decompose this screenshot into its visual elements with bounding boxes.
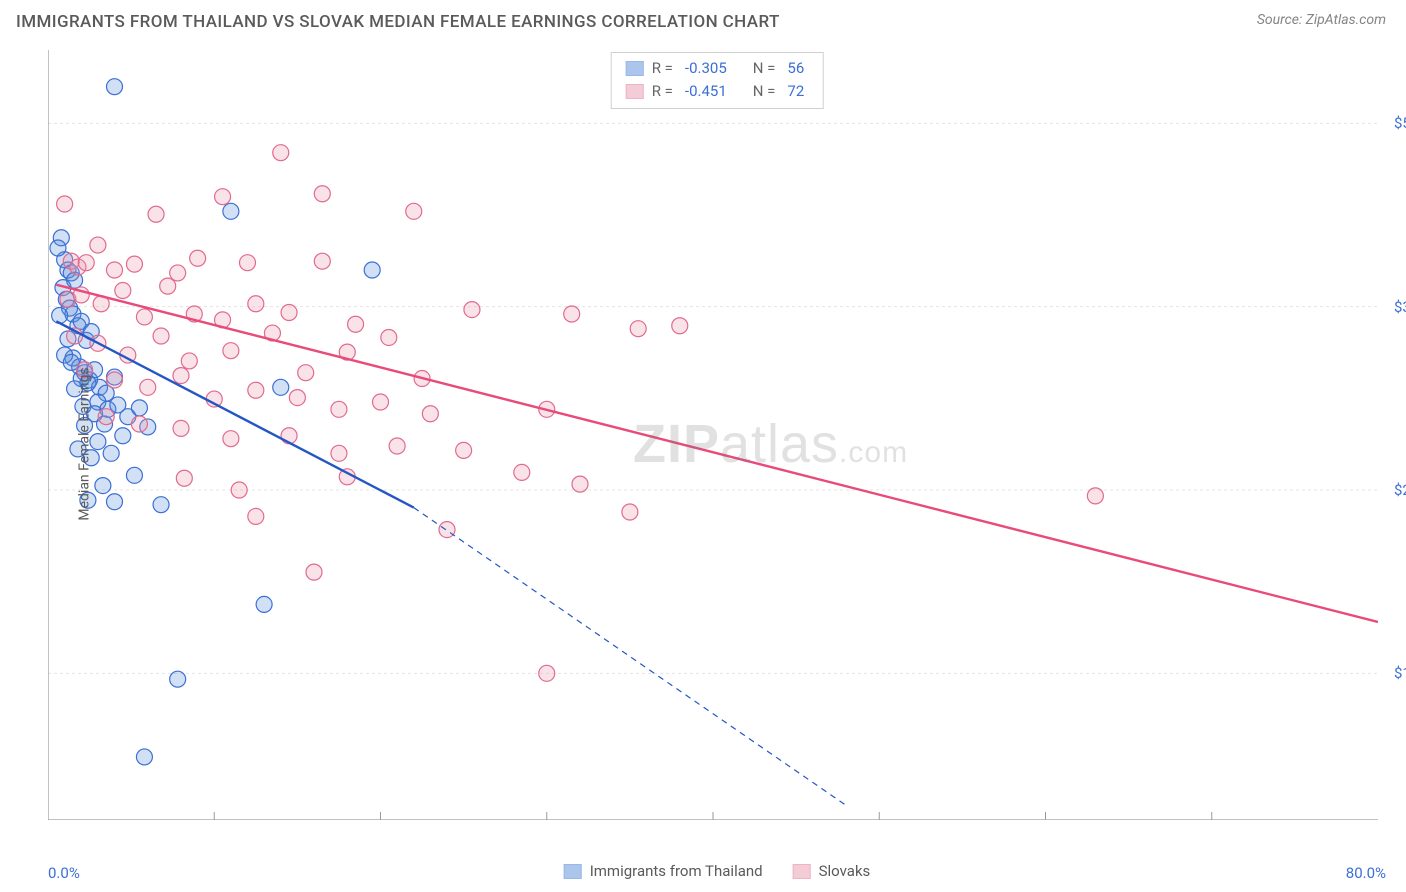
r-value: -0.451 xyxy=(685,80,727,103)
legend-swatch xyxy=(793,864,811,879)
legend-series-label: Slovaks xyxy=(819,862,871,880)
x-axis-max-label: 80.0% xyxy=(1346,864,1386,882)
legend-series-label: Immigrants from Thailand xyxy=(590,862,763,880)
y-tick-label: $50,000 xyxy=(1394,114,1406,132)
n-value: 72 xyxy=(787,80,804,103)
legend-series: Immigrants from Thailand Slovaks xyxy=(564,862,871,880)
r-label: R = xyxy=(652,80,673,103)
y-tick-label: $25,000 xyxy=(1394,481,1406,499)
n-value: 56 xyxy=(787,57,804,80)
y-axis-label: Median Female Earnings xyxy=(77,367,93,520)
r-label: R = xyxy=(652,57,673,80)
chart-title: IMMIGRANTS FROM THAILAND VS SLOVAK MEDIA… xyxy=(16,12,780,32)
x-axis-min-label: 0.0% xyxy=(48,864,80,882)
legend-correlation-row: R = -0.305 N = 56 xyxy=(626,57,809,80)
legend-series-item: Immigrants from Thailand xyxy=(564,862,763,880)
y-tick-label: $37,500 xyxy=(1394,298,1406,316)
legend-swatch xyxy=(564,864,582,879)
scatter-plot xyxy=(48,50,1378,820)
legend-swatch xyxy=(626,84,644,99)
legend-correlation-row: R = -0.451 N = 72 xyxy=(626,80,809,103)
legend-swatch xyxy=(626,61,644,76)
n-label: N = xyxy=(753,57,776,80)
chart-container: Median Female Earnings ZIPatlas.com R =-… xyxy=(48,50,1386,838)
n-label: N = xyxy=(753,80,776,103)
legend-correlation: R = -0.305 N = 56 R = -0.451 N = 72 xyxy=(611,52,824,109)
r-value: -0.305 xyxy=(685,57,727,80)
y-tick-label: $12,500 xyxy=(1394,664,1406,682)
legend-series-item: Slovaks xyxy=(793,862,871,880)
source-label: Source: ZipAtlas.com xyxy=(1257,12,1386,28)
